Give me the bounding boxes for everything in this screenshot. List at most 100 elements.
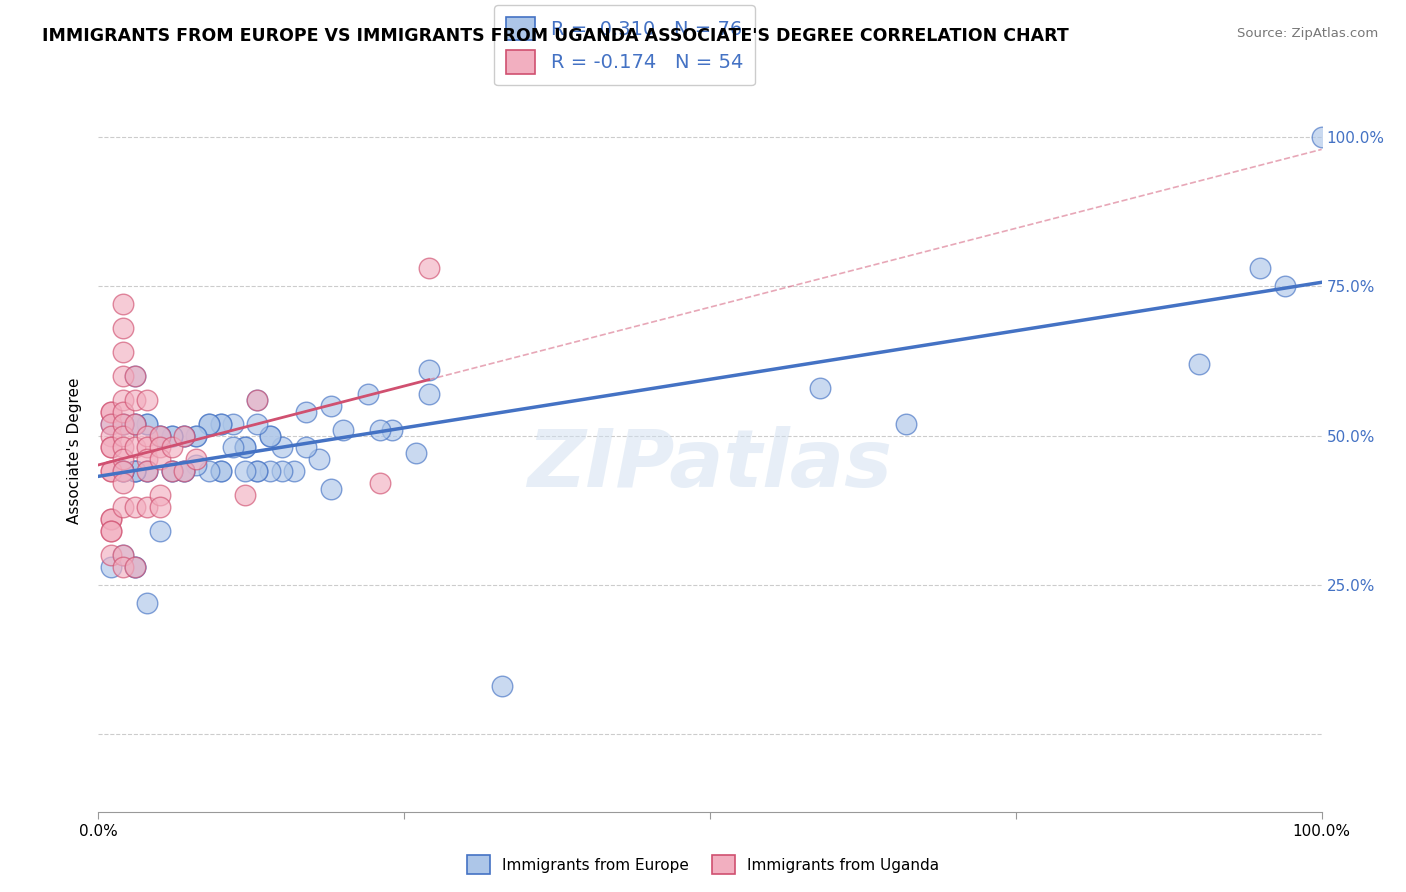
Point [124,464,146,478]
Point [124,417,146,431]
Point [197,417,219,431]
Point [246,392,269,407]
Point [173,464,195,478]
Point [136,417,159,431]
Point [111,452,134,467]
Point [124,560,146,574]
Point [222,417,245,431]
Point [259,428,281,442]
Point [1188,357,1211,371]
Point [100,512,122,526]
Point [418,363,440,377]
Point [100,560,122,574]
Point [100,548,122,562]
Point [295,441,318,455]
Point [259,428,281,442]
Point [100,404,122,418]
Point [186,458,208,473]
Point [100,404,122,418]
Point [124,441,146,455]
Point [100,512,122,526]
Point [111,428,134,442]
Point [111,441,134,455]
Point [160,441,183,455]
Point [186,428,208,442]
Point [160,428,183,442]
Point [209,417,232,431]
Point [111,345,134,359]
Point [136,428,159,442]
Point [124,500,146,515]
Point [136,464,159,478]
Point [100,524,122,538]
Point [124,464,146,478]
Point [136,464,159,478]
Point [491,679,513,693]
Point [100,524,122,538]
Point [319,399,342,413]
Point [111,417,134,431]
Point [124,368,146,383]
Point [160,464,183,478]
Point [197,464,219,478]
Point [209,464,232,478]
Point [111,464,134,478]
Y-axis label: Associate's Degree: Associate's Degree [67,377,83,524]
Point [111,548,134,562]
Point [259,464,281,478]
Point [111,368,134,383]
Point [149,441,172,455]
Point [173,428,195,442]
Point [111,392,134,407]
Point [808,381,831,395]
Point [381,423,404,437]
Point [100,464,122,478]
Point [111,464,134,478]
Point [100,441,122,455]
Point [894,417,917,431]
Point [149,500,172,515]
Point [186,452,208,467]
Point [246,464,269,478]
Point [160,428,183,442]
Point [149,452,172,467]
Point [136,596,159,610]
Point [233,441,256,455]
Point [160,464,183,478]
Point [246,464,269,478]
Point [136,417,159,431]
Point [124,368,146,383]
Point [173,464,195,478]
Point [319,483,342,497]
Point [149,524,172,538]
Point [149,428,172,442]
Point [1249,261,1271,276]
Point [111,321,134,335]
Point [124,392,146,407]
Point [136,441,159,455]
Text: IMMIGRANTS FROM EUROPE VS IMMIGRANTS FROM UGANDA ASSOCIATE'S DEGREE CORRELATION : IMMIGRANTS FROM EUROPE VS IMMIGRANTS FRO… [42,27,1069,45]
Point [270,464,294,478]
Point [111,404,134,418]
Point [368,423,391,437]
Point [124,464,146,478]
Point [149,428,172,442]
Point [368,476,391,491]
Point [295,404,318,418]
Point [124,417,146,431]
Point [100,417,122,431]
Point [111,417,134,431]
Point [173,428,195,442]
Point [418,386,440,401]
Legend: R =  0.310   N = 76, R = -0.174   N = 54: R = 0.310 N = 76, R = -0.174 N = 54 [494,5,755,86]
Point [100,441,122,455]
Point [209,417,232,431]
Point [418,261,440,276]
Point [124,560,146,574]
Point [186,428,208,442]
Point [100,417,122,431]
Point [233,488,256,502]
Point [136,392,159,407]
Text: ZIPatlas: ZIPatlas [527,425,893,504]
Point [149,428,172,442]
